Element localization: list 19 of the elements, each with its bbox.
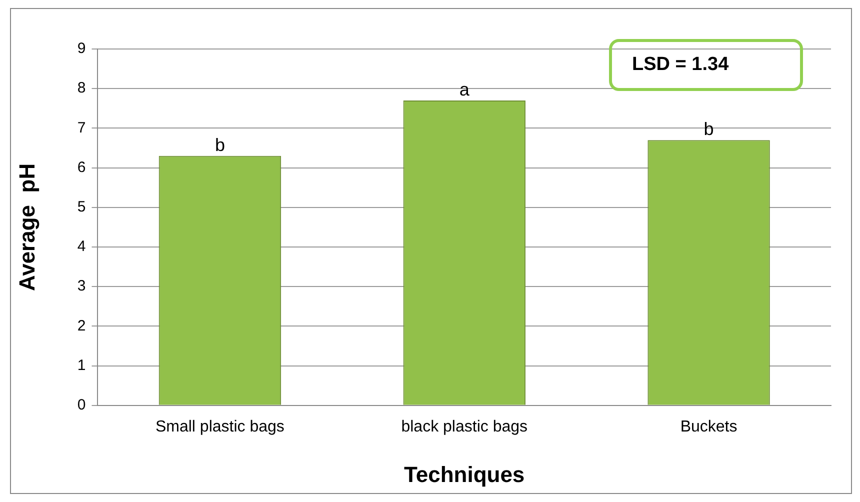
y-tick-label: 7 xyxy=(77,119,86,136)
x-tick-label: Buckets xyxy=(680,418,738,436)
x-axis-title: Techniques xyxy=(404,462,525,487)
y-tick-label: 8 xyxy=(77,80,86,97)
y-tick-label: 4 xyxy=(77,238,86,256)
y-tick-label: 0 xyxy=(77,396,86,414)
x-tick-label: Small plastic bags xyxy=(155,418,284,436)
y-tick-label: 9 xyxy=(77,40,86,58)
y-tick-label: 6 xyxy=(77,158,86,176)
annotation: b xyxy=(704,119,714,140)
annotation: a xyxy=(459,79,470,100)
y-axis-title: Average pH xyxy=(14,163,40,291)
y-tick-label: 2 xyxy=(77,317,86,334)
y-tick-label: 5 xyxy=(77,198,86,216)
y-tick-label: 1 xyxy=(77,356,86,374)
x-tick-label: black plastic bags xyxy=(401,418,528,436)
y-tick-label: 3 xyxy=(77,278,86,295)
annotation: b xyxy=(214,134,225,155)
annotation: LSD = 1.34 xyxy=(632,54,729,76)
